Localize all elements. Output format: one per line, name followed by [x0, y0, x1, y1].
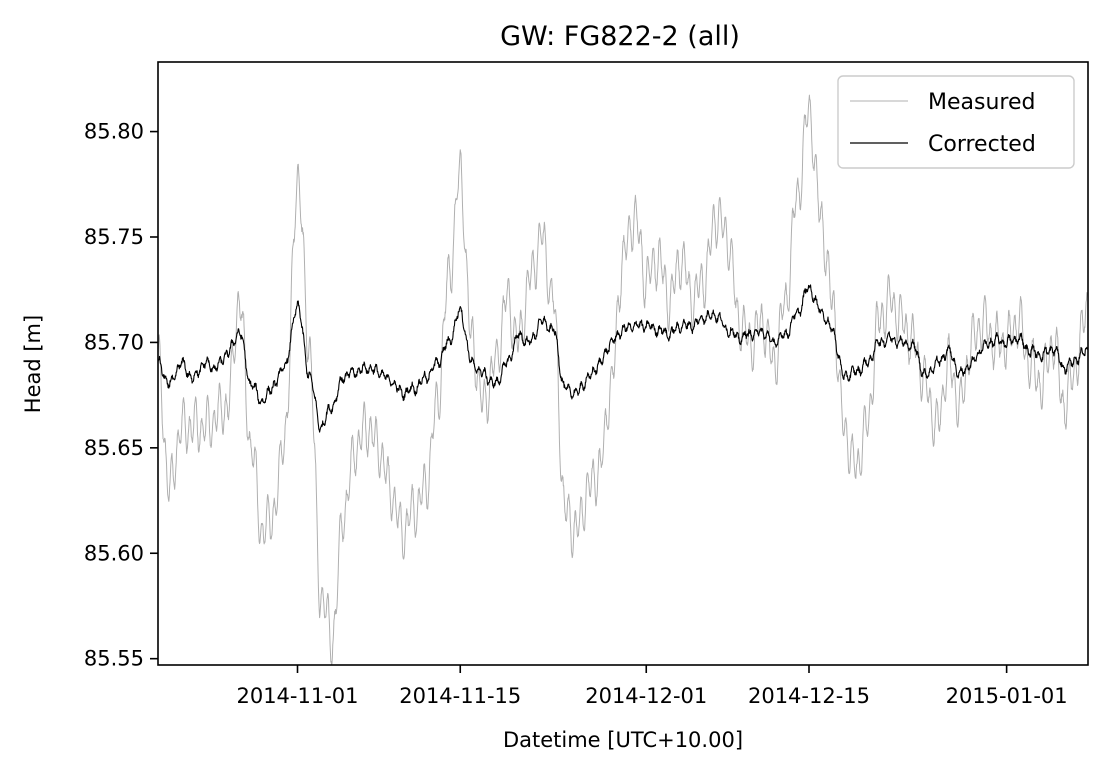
- x-axis: 2014-11-01 2014-11-15 2014-12-01 2014-12-15…: [236, 665, 1068, 708]
- x-tick-label: 2014-12-15: [748, 684, 870, 708]
- x-tick-label: 2015-01-01: [946, 684, 1068, 708]
- y-axis: 85.55 85.60 85.65 85.70 85.75 85.80: [84, 120, 158, 671]
- y-tick-label: 85.60: [84, 541, 144, 565]
- y-axis-label: Head [m]: [21, 315, 45, 413]
- x-axis-label: Datetime [UTC+10.00]: [503, 728, 743, 752]
- plot-frame: [157, 61, 1089, 666]
- y-tick-label: 85.80: [84, 120, 144, 144]
- y-tick-label: 85.55: [84, 647, 144, 671]
- legend: Measured Corrected: [837, 75, 1075, 169]
- x-tick-label: 2014-11-15: [399, 684, 521, 708]
- x-tick-label: 2014-12-01: [585, 684, 707, 708]
- legend-label-measured: Measured: [928, 90, 1035, 115]
- y-tick-label: 85.75: [84, 225, 144, 249]
- series-layer: [158, 94, 1088, 665]
- legend-label-corrected: Corrected: [928, 132, 1036, 157]
- x-tick-label: 2014-11-01: [236, 684, 358, 708]
- y-tick-label: 85.65: [84, 436, 144, 460]
- series-line-measured: [158, 94, 1088, 665]
- series-line-corrected: [158, 284, 1088, 433]
- legend-box: [837, 75, 1075, 169]
- y-tick-label: 85.70: [84, 330, 144, 354]
- chart-title: GW: FG822-2 (all): [500, 21, 740, 52]
